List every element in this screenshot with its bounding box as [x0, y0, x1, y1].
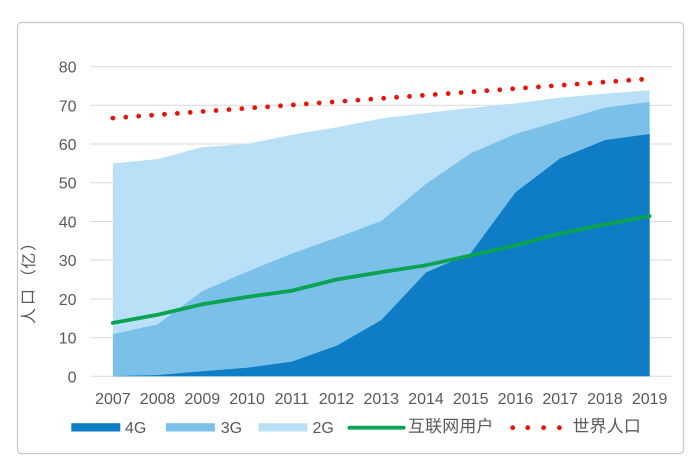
svg-text:50: 50	[59, 176, 77, 193]
svg-text:3G: 3G	[221, 420, 242, 437]
svg-text:2G: 2G	[313, 420, 334, 437]
svg-text:0: 0	[68, 369, 77, 386]
svg-text:40: 40	[59, 214, 77, 231]
svg-text:2015: 2015	[453, 391, 489, 408]
svg-text:2012: 2012	[319, 391, 355, 408]
svg-text:2016: 2016	[498, 391, 534, 408]
svg-text:10: 10	[59, 331, 77, 348]
svg-text:70: 70	[59, 98, 77, 115]
svg-text:2008: 2008	[140, 391, 176, 408]
svg-text:2010: 2010	[229, 391, 265, 408]
svg-text:2009: 2009	[185, 391, 221, 408]
svg-text:60: 60	[59, 137, 77, 154]
svg-text:4G: 4G	[125, 420, 146, 437]
svg-text:20: 20	[59, 292, 77, 309]
svg-text:2011: 2011	[275, 391, 310, 408]
svg-text:2013: 2013	[363, 391, 399, 408]
svg-text:80: 80	[59, 60, 77, 77]
svg-text:2018: 2018	[587, 391, 623, 408]
svg-text:2017: 2017	[542, 391, 578, 408]
svg-text:2019: 2019	[632, 391, 668, 408]
svg-text:30: 30	[59, 253, 77, 270]
svg-text:2014: 2014	[408, 391, 444, 408]
svg-text:2007: 2007	[95, 391, 131, 408]
